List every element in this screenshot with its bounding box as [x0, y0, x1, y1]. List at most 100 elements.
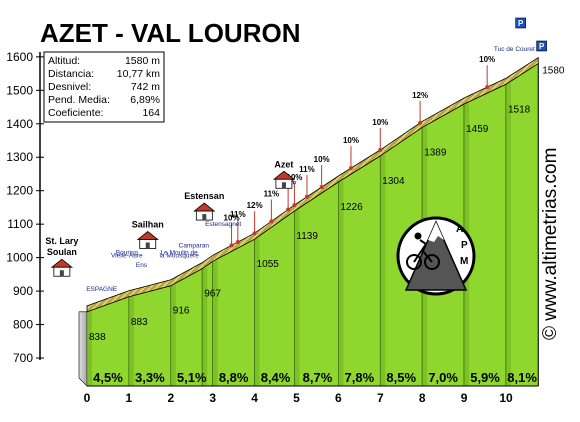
segment-gradient-label: 3,3% — [135, 370, 165, 385]
small-place-label: Ens — [136, 262, 148, 269]
segment-gradient-label: 7,8% — [345, 370, 375, 385]
slope-label: 12% — [247, 201, 263, 210]
slope-marker-dot — [286, 207, 291, 212]
x-axis: 0 1 2 3 4 5 6 7 8 9 10 — [84, 391, 513, 405]
house-icon — [136, 230, 159, 249]
segment-gradient-label: 8,5% — [386, 370, 416, 385]
slope-marker-dot — [304, 194, 309, 199]
segment-gradient-label: 7,0% — [428, 370, 458, 385]
svg-text:P: P — [539, 42, 545, 51]
segment-gradient-label: 4,5% — [93, 370, 123, 385]
slope-label: 11% — [264, 189, 280, 198]
slope-marker-dot — [252, 231, 257, 236]
small-place-label: Le Moulin de — [161, 249, 199, 256]
slope-label: 10% — [372, 118, 388, 127]
altitude-label: 1139 — [296, 231, 318, 242]
place-marker: Sailhan — [132, 220, 164, 249]
website-credit: © www.altimetrias.com — [540, 148, 561, 340]
segment-shade — [170, 284, 176, 386]
segment-shade — [128, 295, 134, 386]
slope-marker-dot — [348, 166, 353, 171]
altitude-label: 1389 — [424, 147, 447, 158]
small-place-label: la Mousquère — [159, 253, 199, 260]
altitude-label: 1459 — [466, 124, 489, 135]
segment-gradient-label: 8,4% — [261, 370, 291, 385]
stats-label: Coeficiente: — [48, 107, 103, 119]
logo-m: M — [460, 256, 468, 267]
y-tick-label: 1300 — [6, 150, 33, 164]
y-tick-label: 1600 — [6, 50, 33, 64]
altitude-label: 883 — [131, 317, 148, 328]
segment-shade — [294, 210, 300, 386]
place-name: Estensan — [184, 191, 224, 201]
profile-segment — [254, 210, 295, 387]
x-tick-label: 6 — [335, 391, 342, 405]
x-tick-label: 1 — [126, 391, 133, 405]
y-tick-label: 1400 — [6, 117, 33, 131]
place-name: Sailhan — [132, 220, 164, 230]
altitude-label: 916 — [173, 306, 190, 317]
y-tick-label: 1500 — [6, 83, 33, 97]
x-tick-label: 4 — [251, 391, 258, 405]
stats-value: 164 — [142, 107, 160, 119]
slope-labels: 10%11%12%11%11%10%11%10%10%10%12%10% — [224, 55, 495, 248]
slope-label: 11% — [299, 165, 315, 174]
slope-label: 10% — [224, 213, 240, 222]
segment-shade — [87, 310, 92, 386]
small-place-label: ESPAGNE — [86, 286, 118, 293]
stats-label: Pend. Media: — [48, 94, 110, 106]
profile-segment — [212, 238, 255, 387]
place-name-line2: Soulan — [47, 247, 77, 257]
house-icon — [193, 202, 216, 221]
stats-box: Altitud: 1580 m Distancia: 10,77 km Desnivel… — [43, 51, 165, 123]
slope-label: 11% — [230, 210, 246, 219]
house-icon — [50, 258, 74, 277]
place-name: St. Lary — [45, 236, 78, 246]
stats-label: Altitud: — [48, 55, 80, 67]
altitude-label: 967 — [204, 289, 221, 300]
road-surface — [86, 56, 539, 313]
segment-gradient-label: 8,7% — [303, 370, 333, 385]
small-place-label: Tuc de Couret — [494, 46, 535, 53]
y-tick-label: 900 — [13, 284, 33, 298]
y-tick-label: 1000 — [6, 251, 33, 265]
segment-shade — [254, 238, 260, 386]
segment-shade — [380, 154, 386, 386]
svg-text:P: P — [518, 19, 524, 28]
segment-shade — [202, 267, 208, 386]
y-tick-label: 1200 — [6, 184, 33, 198]
x-tick-label: 7 — [377, 391, 384, 405]
place-marker: Estensan — [184, 191, 224, 221]
slope-marker-dot — [292, 203, 297, 208]
y-tick-label: 700 — [13, 351, 33, 365]
x-tick-label: 8 — [419, 391, 426, 405]
altitude-label: 1055 — [257, 259, 280, 270]
stats-label: Distancia: — [48, 68, 94, 80]
x-tick-label: 10 — [499, 391, 513, 405]
segment-gradient-label: 8,8% — [219, 370, 249, 385]
x-tick-label: 5 — [293, 391, 300, 405]
x-tick-label: 2 — [167, 391, 174, 405]
segment-shade — [338, 181, 344, 386]
x-tick-label: 9 — [461, 391, 468, 405]
slope-label: 10% — [479, 55, 495, 64]
segment-gradients: 4,5% 3,3% 5,1% 8,8% 8,4% 8,7% 7,8% 8,5% 7,0% 5,9%… — [93, 370, 537, 385]
slope-marker-dot — [378, 147, 383, 152]
place-name: Azet — [274, 159, 293, 169]
small-place-label: Estensagnet — [205, 221, 241, 228]
stats-value: 6,89% — [130, 94, 160, 106]
stats-value: 1580 m — [125, 55, 160, 67]
cyclist-icon — [406, 232, 440, 270]
y-tick-label: 1100 — [7, 217, 33, 231]
altitude-label: 1304 — [382, 176, 405, 187]
logo-p: P — [461, 240, 468, 251]
stats-value: 742 m — [131, 81, 160, 93]
slope-label: 10% — [286, 173, 302, 182]
segment-gradient-label: 5,9% — [470, 370, 500, 385]
slope-marker-dot — [319, 185, 324, 190]
profile-segment — [338, 155, 381, 387]
small-place-label: Bourisp — [116, 249, 138, 256]
chart-title: AZET - VAL LOURON — [40, 18, 300, 48]
